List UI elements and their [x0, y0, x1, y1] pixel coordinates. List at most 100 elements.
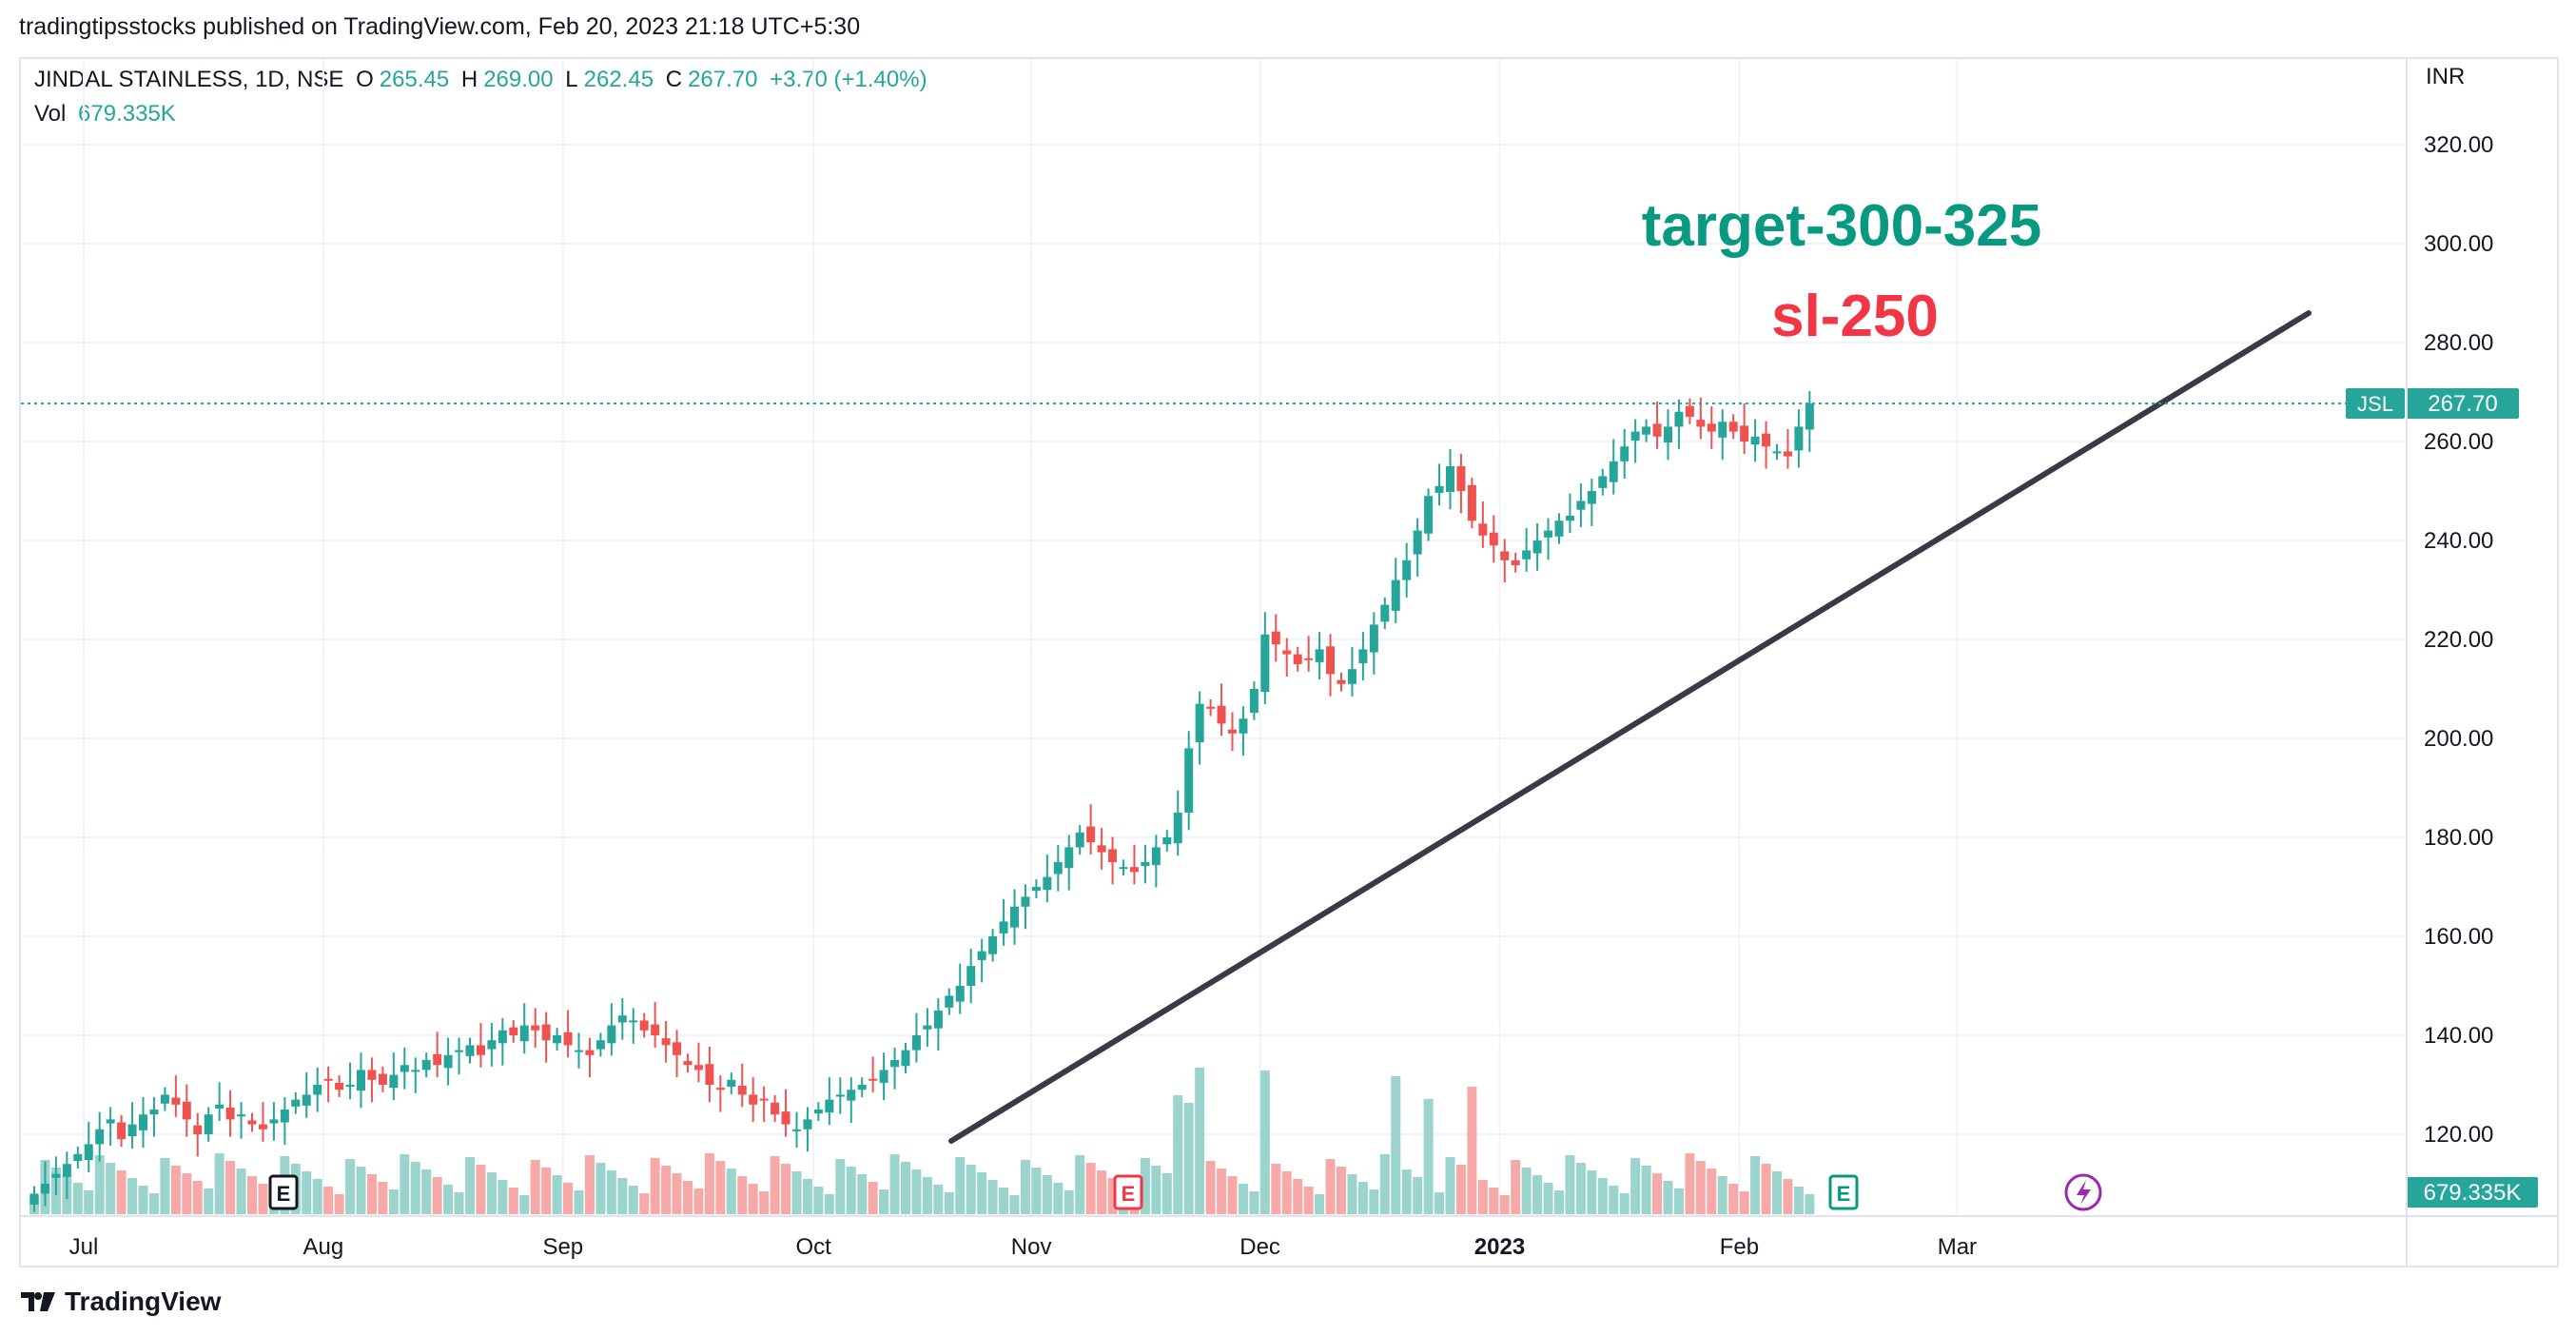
- earnings-marker-nov[interactable]: E: [1113, 1174, 1143, 1210]
- volume-bar: [1107, 1178, 1118, 1214]
- candle-body: [182, 1101, 191, 1120]
- volume-bar: [486, 1172, 497, 1214]
- volume-bar: [1183, 1103, 1194, 1214]
- symbol-tag: JSL: [2357, 392, 2393, 416]
- candle-body: [280, 1110, 289, 1123]
- candle-body: [1642, 426, 1651, 435]
- candle-body: [247, 1120, 257, 1125]
- candle-body: [204, 1114, 213, 1134]
- volume-bar: [345, 1159, 356, 1214]
- volume-bar: [1391, 1076, 1401, 1214]
- candle-body: [792, 1129, 801, 1131]
- candle-body: [977, 951, 986, 960]
- candle-body: [1413, 530, 1422, 555]
- y-tick-label: 200.00: [2424, 726, 2493, 752]
- volume-bar: [595, 1163, 606, 1214]
- x-tick-label: Oct: [795, 1234, 831, 1260]
- volume-bar: [127, 1178, 138, 1214]
- candle-body: [1446, 466, 1454, 493]
- volume-bar: [1423, 1099, 1434, 1214]
- candle-body: [1184, 748, 1194, 813]
- y-tick-label: 240.00: [2424, 528, 2493, 554]
- volume-tag-bg: [2407, 1177, 2538, 1208]
- volume-bar: [1401, 1169, 1412, 1214]
- volume-bar: [1064, 1190, 1074, 1214]
- currency-label: INR: [2426, 64, 2465, 89]
- volume-bar: [650, 1158, 660, 1214]
- volume-bar: [552, 1175, 562, 1214]
- candle-body: [1402, 560, 1412, 580]
- dividend-flash-icon[interactable]: [2064, 1173, 2102, 1211]
- candle-body: [160, 1094, 169, 1104]
- volume-bar: [508, 1188, 518, 1214]
- earnings-marker-jul[interactable]: E: [268, 1174, 299, 1210]
- volume-bar: [1031, 1168, 1042, 1214]
- candle-body: [553, 1035, 562, 1044]
- tradingview-logo-icon: [21, 1292, 55, 1311]
- volume-bar: [1347, 1174, 1357, 1214]
- candle-body: [1260, 634, 1270, 693]
- candle-body: [1554, 521, 1564, 537]
- candle-body: [291, 1099, 301, 1107]
- candle-body: [149, 1110, 159, 1115]
- candle-body: [1478, 523, 1488, 536]
- candle-body: [476, 1045, 485, 1055]
- trendline[interactable]: [948, 310, 2312, 1144]
- time-axis: Jul Aug Sep Oct Nov Dec 2023 Feb Mar: [69, 1234, 1977, 1260]
- volume-bar: [421, 1169, 432, 1214]
- volume-bar: [617, 1178, 628, 1214]
- volume-bar: [1673, 1189, 1684, 1214]
- volume-bar: [606, 1170, 616, 1214]
- volume-bar: [1293, 1179, 1303, 1214]
- candle-body: [847, 1090, 856, 1101]
- candle-body: [1783, 451, 1792, 457]
- volume-bar: [944, 1192, 954, 1214]
- candle-body: [1217, 705, 1226, 724]
- symbol-tag-bg: [2346, 388, 2405, 419]
- publisher-line: tradingtipsstocks published on TradingVi…: [19, 13, 861, 40]
- symbol-label[interactable]: JINDAL STAINLESS, 1D, NSE: [34, 67, 344, 92]
- candle-body: [389, 1074, 399, 1089]
- candle-body: [911, 1035, 921, 1051]
- volume-bar: [204, 1189, 214, 1214]
- volume-bar: [563, 1183, 574, 1214]
- volume-bar: [106, 1163, 116, 1214]
- candle-body: [29, 1193, 39, 1205]
- volume-bar: [1369, 1189, 1379, 1214]
- y-tick-label: 160.00: [2424, 924, 2493, 950]
- candle-body: [1587, 491, 1596, 504]
- candle-body: [1467, 484, 1476, 521]
- volume-bar: [966, 1165, 976, 1214]
- low-label: L: [565, 67, 578, 92]
- y-tick-label: 140.00: [2424, 1023, 2493, 1049]
- volume-bar: [1575, 1163, 1586, 1214]
- candle-body: [519, 1025, 529, 1042]
- tradingview-footer[interactable]: TradingView: [19, 1287, 221, 1317]
- candle-body: [258, 1124, 267, 1130]
- volume-bar: [94, 1155, 105, 1214]
- candle-body: [901, 1050, 910, 1067]
- volume-bar: [1554, 1190, 1564, 1214]
- candle-body: [1282, 650, 1292, 655]
- volume-bar: [410, 1162, 420, 1214]
- volume-bar: [584, 1155, 595, 1214]
- volume-bar: [84, 1190, 94, 1214]
- earnings-marker-jan[interactable]: E: [1828, 1174, 1859, 1210]
- volume-bar: [1325, 1159, 1336, 1214]
- volume-bar: [1565, 1155, 1575, 1214]
- candle-body: [1544, 530, 1553, 538]
- candle-body: [955, 986, 965, 1002]
- volume-bar: [1238, 1184, 1248, 1214]
- volume-bar: [432, 1177, 442, 1214]
- candle-body: [1228, 729, 1237, 734]
- volume-bar: [378, 1182, 388, 1214]
- volume-bar: [1434, 1192, 1445, 1214]
- volume-bar: [225, 1161, 236, 1214]
- volume-bar: [759, 1191, 770, 1214]
- volume-bar: [1609, 1186, 1619, 1214]
- volume-bar: [1140, 1158, 1150, 1214]
- volume-bar: [1619, 1193, 1630, 1214]
- volume-bar: [1315, 1194, 1325, 1214]
- volume-bar: [366, 1174, 377, 1214]
